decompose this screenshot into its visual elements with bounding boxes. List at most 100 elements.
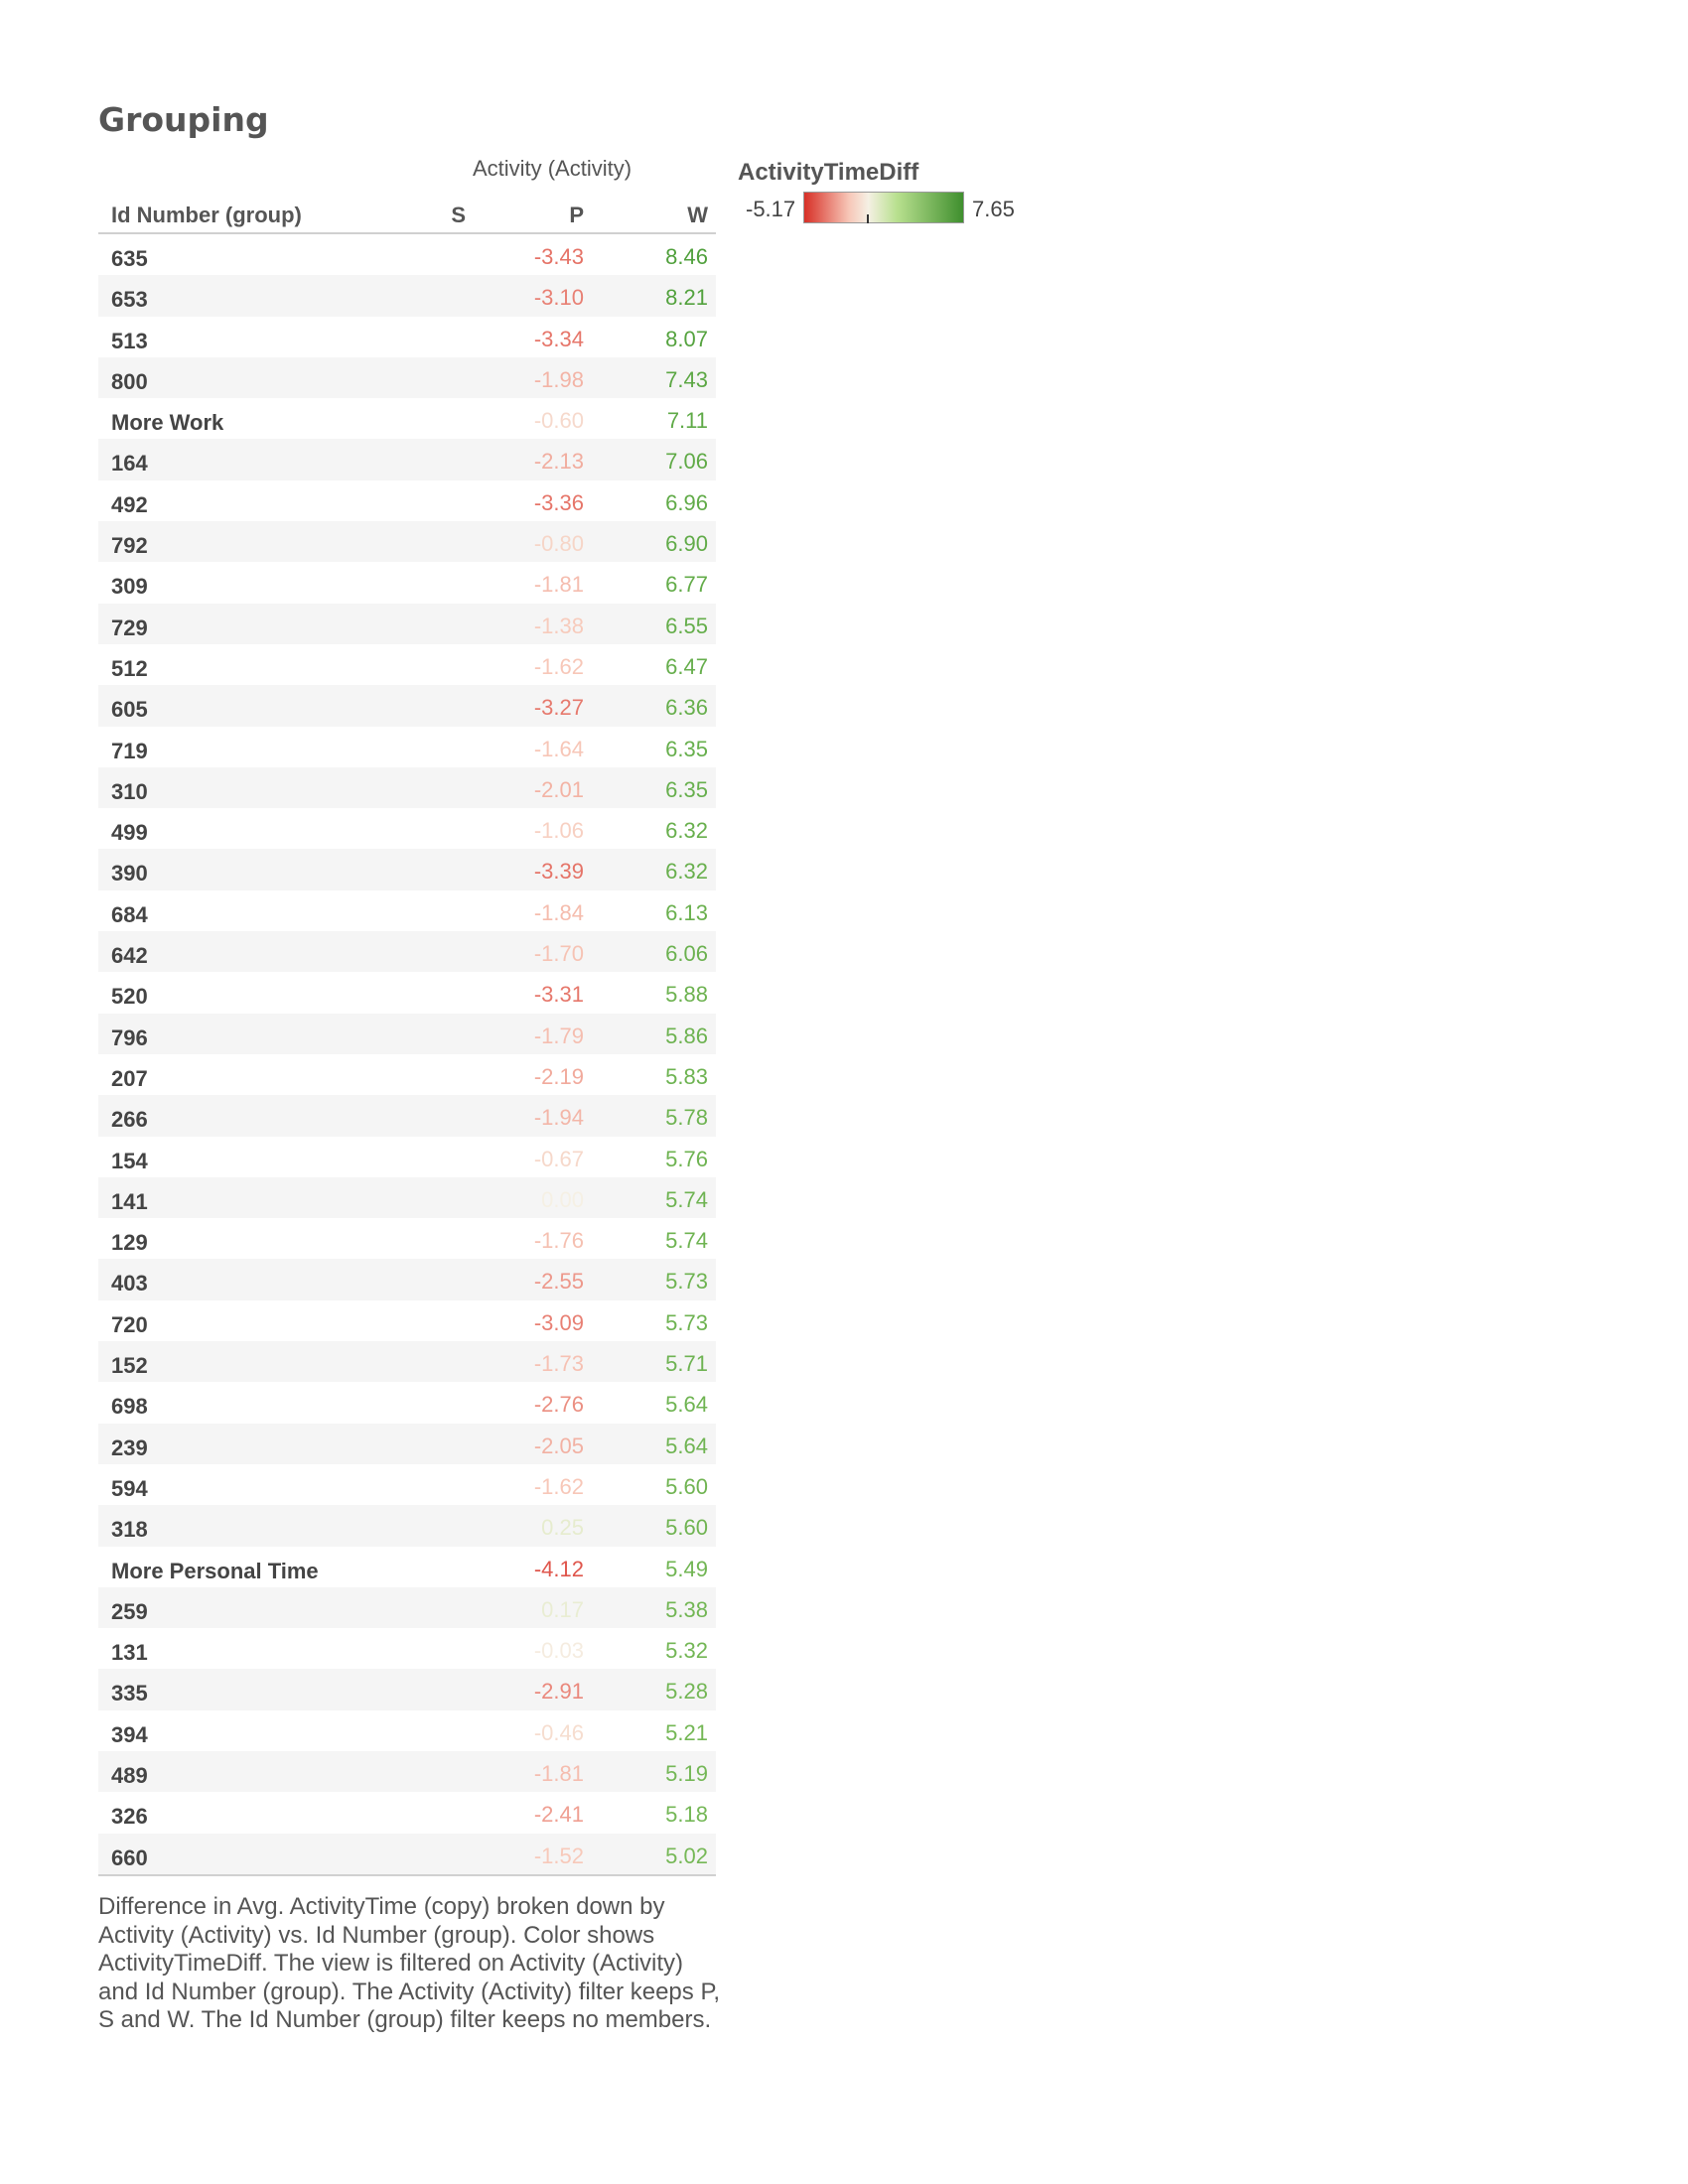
table-row[interactable]: 513 -3.34 8.07 bbox=[98, 317, 716, 357]
cell-w: 6.47 bbox=[665, 653, 708, 679]
table-row[interactable]: 729 -1.38 6.55 bbox=[98, 603, 716, 644]
column-header-w[interactable]: W bbox=[687, 203, 708, 227]
cell-p: -1.52 bbox=[533, 1843, 584, 1868]
table-row[interactable]: 792 -0.80 6.90 bbox=[98, 521, 716, 563]
table-row[interactable]: 164 -2.13 7.06 bbox=[98, 439, 716, 480]
table-row[interactable]: 492 -3.36 6.96 bbox=[98, 480, 716, 521]
table-row[interactable]: 719 -1.64 6.35 bbox=[98, 727, 716, 767]
row-label: 720 bbox=[111, 1311, 148, 1337]
row-label: 792 bbox=[111, 533, 148, 559]
table-row[interactable]: 326 -2.41 5.18 bbox=[98, 1792, 716, 1833]
table-row[interactable]: More Personal Time -4.12 5.49 bbox=[98, 1547, 716, 1587]
cell-w: 5.88 bbox=[665, 982, 708, 1008]
cell-p: -1.62 bbox=[533, 1473, 584, 1499]
row-label: 492 bbox=[111, 491, 148, 517]
row-label: 594 bbox=[111, 1475, 148, 1501]
cell-w: 5.19 bbox=[665, 1760, 708, 1786]
cell-w: 5.21 bbox=[665, 1719, 708, 1745]
row-label: 489 bbox=[111, 1762, 148, 1788]
color-legend: ActivityTimeDiff -5.17 7.65 bbox=[738, 159, 1015, 223]
table-row[interactable]: 720 -3.09 5.73 bbox=[98, 1300, 716, 1341]
table-row[interactable]: 796 -1.79 5.86 bbox=[98, 1013, 716, 1054]
cell-w: 5.86 bbox=[665, 1023, 708, 1048]
row-label: 259 bbox=[111, 1598, 148, 1624]
table-row[interactable]: 318 0.25 5.60 bbox=[98, 1505, 716, 1547]
row-label: 318 bbox=[111, 1517, 148, 1543]
cell-p: -2.19 bbox=[533, 1063, 584, 1089]
cell-w: 5.02 bbox=[665, 1843, 708, 1868]
table-row[interactable]: 239 -2.05 5.64 bbox=[98, 1423, 716, 1464]
row-label: 335 bbox=[111, 1681, 148, 1706]
cell-p: -1.98 bbox=[533, 366, 584, 392]
cell-w: 5.60 bbox=[665, 1515, 708, 1541]
table-row[interactable]: 131 -0.03 5.32 bbox=[98, 1628, 716, 1669]
column-header-s[interactable]: S bbox=[451, 203, 466, 227]
column-header-p[interactable]: P bbox=[569, 203, 584, 227]
cell-p: -0.46 bbox=[533, 1719, 584, 1745]
cell-w: 6.06 bbox=[665, 941, 708, 967]
cell-p: 0.17 bbox=[541, 1596, 584, 1622]
row-label: 660 bbox=[111, 1844, 148, 1870]
table-row[interactable]: More Work -0.60 7.11 bbox=[98, 398, 716, 439]
cell-w: 5.32 bbox=[665, 1638, 708, 1664]
table-row[interactable]: 499 -1.06 6.32 bbox=[98, 808, 716, 849]
row-label: 512 bbox=[111, 655, 148, 681]
cell-p: -0.60 bbox=[533, 408, 584, 434]
cell-w: 7.11 bbox=[666, 408, 708, 434]
table-row[interactable]: 141 0.00 5.74 bbox=[98, 1176, 716, 1219]
table-row[interactable]: 594 -1.62 5.60 bbox=[98, 1464, 716, 1505]
legend-min-label: -5.17 bbox=[746, 197, 796, 221]
table-row[interactable]: 154 -0.67 5.76 bbox=[98, 1137, 716, 1177]
cell-w: 5.49 bbox=[665, 1556, 708, 1581]
table-row[interactable]: 266 -1.94 5.78 bbox=[98, 1095, 716, 1137]
cell-p: -3.36 bbox=[533, 489, 584, 515]
table-row[interactable]: 152 -1.73 5.71 bbox=[98, 1341, 716, 1383]
row-header-title[interactable]: Id Number (group) bbox=[111, 203, 302, 227]
table-row[interactable]: 520 -3.31 5.88 bbox=[98, 972, 716, 1013]
page-title: Grouping bbox=[98, 100, 269, 139]
cell-p: -2.76 bbox=[533, 1392, 584, 1418]
cell-p: -1.81 bbox=[533, 1760, 584, 1786]
table-header-row: Id Number (group) S P W bbox=[98, 196, 716, 234]
cell-p: -4.12 bbox=[533, 1556, 584, 1581]
table-row[interactable]: 635 -3.43 8.46 bbox=[98, 234, 716, 275]
table-row[interactable]: 310 -2.01 6.35 bbox=[98, 766, 716, 809]
table-row[interactable]: 512 -1.62 6.47 bbox=[98, 644, 716, 685]
table-row[interactable]: 259 0.17 5.38 bbox=[98, 1586, 716, 1629]
cell-p: -3.34 bbox=[533, 326, 584, 351]
table-row[interactable]: 129 -1.76 5.74 bbox=[98, 1218, 716, 1259]
cell-w: 6.13 bbox=[665, 899, 708, 925]
cell-w: 6.90 bbox=[665, 531, 708, 557]
row-label: More Work bbox=[111, 410, 224, 436]
table-row[interactable]: 684 -1.84 6.13 bbox=[98, 890, 716, 931]
table-row[interactable]: 403 -2.55 5.73 bbox=[98, 1259, 716, 1300]
table-row[interactable]: 800 -1.98 7.43 bbox=[98, 356, 716, 399]
table-row[interactable]: 335 -2.91 5.28 bbox=[98, 1669, 716, 1710]
table-row[interactable]: 642 -1.70 6.06 bbox=[98, 931, 716, 973]
table-row[interactable]: 489 -1.81 5.19 bbox=[98, 1750, 716, 1793]
cell-p: -1.94 bbox=[533, 1105, 584, 1131]
table-row[interactable]: 390 -3.39 6.32 bbox=[98, 849, 716, 890]
cell-w: 6.32 bbox=[665, 859, 708, 885]
row-label: 164 bbox=[111, 451, 148, 477]
table-row[interactable]: 653 -3.10 8.21 bbox=[98, 275, 716, 317]
cell-w: 5.18 bbox=[665, 1802, 708, 1828]
cell-p: -2.01 bbox=[533, 776, 584, 802]
table-row[interactable]: 605 -3.27 6.36 bbox=[98, 685, 716, 727]
row-label: 310 bbox=[111, 778, 148, 804]
cell-p: -3.09 bbox=[533, 1309, 584, 1335]
table-row[interactable]: 660 -1.52 5.02 bbox=[98, 1833, 716, 1874]
row-label: 207 bbox=[111, 1065, 148, 1091]
cell-p: -1.62 bbox=[533, 653, 584, 679]
table-row[interactable]: 394 -0.46 5.21 bbox=[98, 1710, 716, 1751]
row-label: 390 bbox=[111, 861, 148, 887]
table-body: 635 -3.43 8.46 653 -3.10 8.21 513 -3.34 8.07 800 -… bbox=[98, 234, 716, 1876]
cell-p: -2.55 bbox=[533, 1269, 584, 1295]
table-row[interactable]: 698 -2.76 5.64 bbox=[98, 1382, 716, 1423]
table-row[interactable]: 309 -1.81 6.77 bbox=[98, 562, 716, 603]
column-group-header: Activity (Activity) bbox=[472, 156, 633, 181]
cell-w: 7.43 bbox=[665, 366, 708, 392]
cell-w: 6.35 bbox=[665, 736, 708, 761]
cell-p: -3.10 bbox=[533, 285, 584, 311]
table-row[interactable]: 207 -2.19 5.83 bbox=[98, 1054, 716, 1095]
